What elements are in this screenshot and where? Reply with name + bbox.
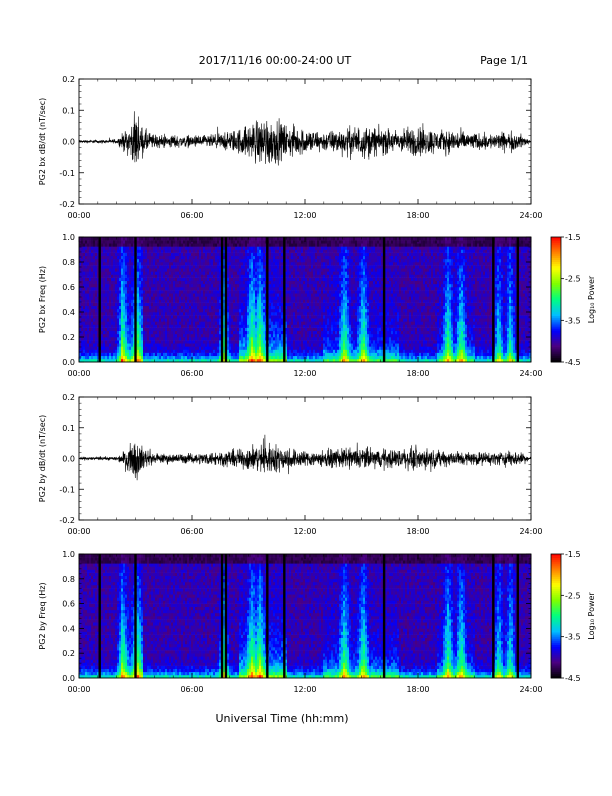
- colorbar-tick-label: -4.5: [565, 674, 581, 683]
- spectrogram-cells: [79, 237, 531, 362]
- data-gap-column: [492, 237, 494, 362]
- colorbar-tick-label: -1.5: [565, 233, 581, 242]
- x-tick-label: 24:00: [519, 369, 542, 378]
- page-number: Page 1/1: [480, 54, 528, 67]
- colorbar-tick-label: -1.5: [565, 550, 581, 559]
- y-tick-label: 0.6: [62, 283, 75, 292]
- data-gap-column: [225, 554, 227, 678]
- x-tick-label: 24:00: [519, 527, 542, 536]
- y-tick-label: 0.6: [62, 600, 75, 609]
- colorbar-tick-label: -2.5: [565, 591, 581, 600]
- y-tick-label: 0.1: [62, 424, 75, 433]
- panel-1: 0.2 0.1 0.0 -0.1 -0.2 00:00 06:00 12:00 18:00 24:…: [38, 75, 543, 220]
- x-tick-label: 18:00: [406, 369, 429, 378]
- x-tick-label: 12:00: [293, 527, 316, 536]
- colorbar-tick-label: -3.5: [565, 316, 581, 325]
- x-tick-label: 18:00: [406, 527, 429, 536]
- data-gap-column: [134, 237, 136, 362]
- x-tick-label: 00:00: [67, 369, 90, 378]
- data-gap-column: [266, 554, 268, 678]
- x-axis-label: Universal Time (hh:mm): [216, 712, 349, 725]
- data-gap-column: [266, 237, 268, 362]
- x-tick-label: 18:00: [406, 211, 429, 220]
- colorbar: -1.5 -2.5 -3.5 -4.5 Log₁₀ Power: [551, 233, 596, 367]
- y-tick-label: 0.1: [62, 106, 75, 115]
- y-tick-label: 0.0: [62, 455, 75, 464]
- y-tick-label: 0.4: [62, 624, 75, 633]
- spectrogram-cells: [79, 554, 531, 678]
- data-gap-column: [283, 554, 285, 678]
- y-tick-label: 0.8: [62, 258, 75, 267]
- data-gap-column: [221, 554, 223, 678]
- y-tick-label: -0.1: [59, 485, 75, 494]
- x-tick-label: 06:00: [180, 527, 203, 536]
- y-tick-label: 0.2: [62, 393, 75, 402]
- panel-2: -1.5 -2.5 -3.5 -4.5 Log₁₀ Power 1.0 0.8 0.6 0.4 0…: [38, 233, 596, 378]
- data-gap-column: [517, 237, 519, 362]
- x-tick-label: 24:00: [519, 211, 542, 220]
- series-line: [79, 435, 531, 481]
- x-tick-label: 00:00: [67, 211, 90, 220]
- data-gap-column: [383, 237, 385, 362]
- panels: 0.2 0.1 0.0 -0.1 -0.2 00:00 06:00 12:00 18:00 24:…: [38, 75, 596, 694]
- y-tick-label: 0.4: [62, 308, 75, 317]
- data-gap-column: [134, 554, 136, 678]
- data-gap-column: [283, 237, 285, 362]
- y-tick-label: 0.2: [62, 333, 75, 342]
- data-gap-column: [383, 554, 385, 678]
- colorbar: -1.5 -2.5 -3.5 -4.5 Log₁₀ Power: [551, 550, 596, 683]
- colorbar-label: Log₁₀ Power: [587, 275, 596, 323]
- y-tick-label: 0.2: [62, 75, 75, 84]
- x-tick-label: 00:00: [67, 527, 90, 536]
- y-tick-label: 0.0: [62, 138, 75, 147]
- colorbar-tick-label: -3.5: [565, 633, 581, 642]
- x-tick-label: 12:00: [293, 369, 316, 378]
- y-tick-label: 0.8: [62, 575, 75, 584]
- y-tick-label: 0.0: [62, 358, 75, 367]
- y-tick-label: 1.0: [62, 550, 75, 559]
- colorbar-tick-label: -2.5: [565, 275, 581, 284]
- x-tick-label: 24:00: [519, 685, 542, 694]
- y-axis-label: PG2 bx dB/dt (nT/sec): [38, 98, 47, 185]
- data-gap-column: [492, 554, 494, 678]
- x-tick-label: 18:00: [406, 685, 429, 694]
- x-tick-label: 12:00: [293, 211, 316, 220]
- data-gap-column: [99, 554, 101, 678]
- y-tick-label: -0.2: [59, 200, 75, 209]
- y-tick-label: 0.2: [62, 649, 75, 658]
- x-tick-label: 06:00: [180, 211, 203, 220]
- data-gap-column: [221, 237, 223, 362]
- colorbar-tick-label: -4.5: [565, 358, 581, 367]
- colorbar-label: Log₁₀ Power: [587, 592, 596, 640]
- x-tick-label: 06:00: [180, 369, 203, 378]
- panel-3: 0.2 0.1 0.0 -0.1 -0.2 00:00 06:00 12:00 18:00 24:…: [38, 393, 543, 536]
- y-tick-label: -0.1: [59, 169, 75, 178]
- y-tick-label: 1.0: [62, 233, 75, 242]
- data-gap-column: [517, 554, 519, 678]
- data-gap-column: [99, 237, 101, 362]
- y-tick-label: -0.2: [59, 516, 75, 525]
- x-tick-label: 00:00: [67, 685, 90, 694]
- page-title: 2017/11/16 00:00-24:00 UT: [199, 54, 352, 67]
- panel-4: -1.5 -2.5 -3.5 -4.5 Log₁₀ Power 1.0 0.8 0.6 0.4 0…: [38, 550, 596, 694]
- data-gap-column: [225, 237, 227, 362]
- y-axis-label: PG2 by dB/dt (nT/sec): [38, 415, 47, 502]
- y-tick-label: 0.0: [62, 674, 75, 683]
- y-axis-label: PG2 bx Freq (Hz): [38, 266, 47, 333]
- x-tick-label: 12:00: [293, 685, 316, 694]
- y-axis-label: PG2 by Freq (Hz): [38, 582, 47, 649]
- series-line: [79, 111, 531, 165]
- x-tick-label: 06:00: [180, 685, 203, 694]
